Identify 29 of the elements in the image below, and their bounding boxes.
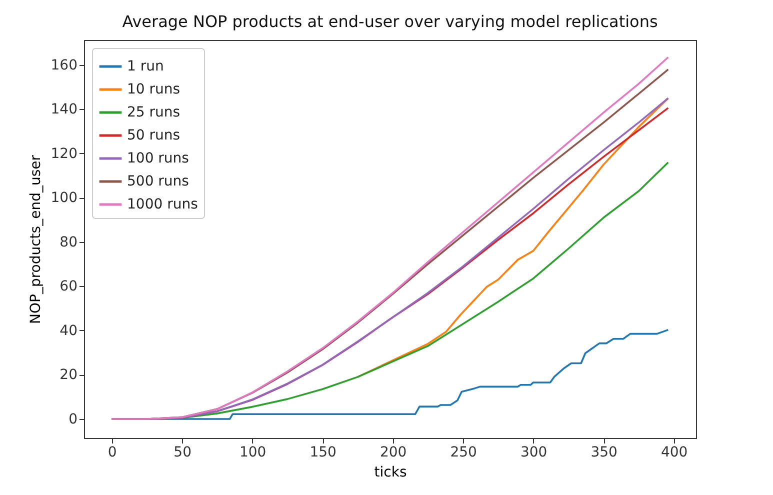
x-tick-label: 50 — [174, 444, 192, 460]
x-tick-label: 300 — [520, 444, 548, 460]
x-tick-label: 150 — [310, 444, 336, 460]
y-tick-label: 60 — [60, 278, 78, 295]
y-tick-label: 160 — [50, 58, 78, 74]
x-tick-label: 0 — [108, 444, 117, 460]
y-tick-label: 140 — [50, 102, 78, 118]
x-axis-title: ticks — [374, 464, 407, 480]
x-tick-label: 100 — [239, 444, 266, 460]
legend-label: 500 runs — [127, 174, 189, 190]
y-tick-label: 100 — [50, 190, 78, 206]
chart-title: Average NOP products at end-user over varying model replications — [122, 12, 658, 31]
line-series — [356, 97, 670, 378]
legend-label: 50 runs — [127, 128, 180, 144]
y-tick-label: 80 — [60, 234, 78, 250]
x-tick-label: 200 — [380, 444, 407, 460]
x-tick-label: 400 — [660, 444, 688, 460]
y-axis-title: NOP_products_end_user — [28, 154, 44, 324]
y-tick-label: 120 — [50, 146, 78, 162]
y-tick-label: 0 — [68, 411, 78, 428]
legend-label: 100 runs — [127, 150, 189, 166]
legend-label: 1000 runs — [127, 196, 198, 212]
legend-label: 10 runs — [127, 82, 180, 98]
x-tick-label: 250 — [450, 444, 477, 460]
legend-label: 1 run — [127, 58, 164, 74]
y-tick-label: 20 — [60, 367, 78, 384]
y-tick-label: 40 — [60, 322, 78, 339]
legend-label: 25 runs — [127, 104, 180, 120]
x-tick-label: 350 — [590, 444, 618, 460]
